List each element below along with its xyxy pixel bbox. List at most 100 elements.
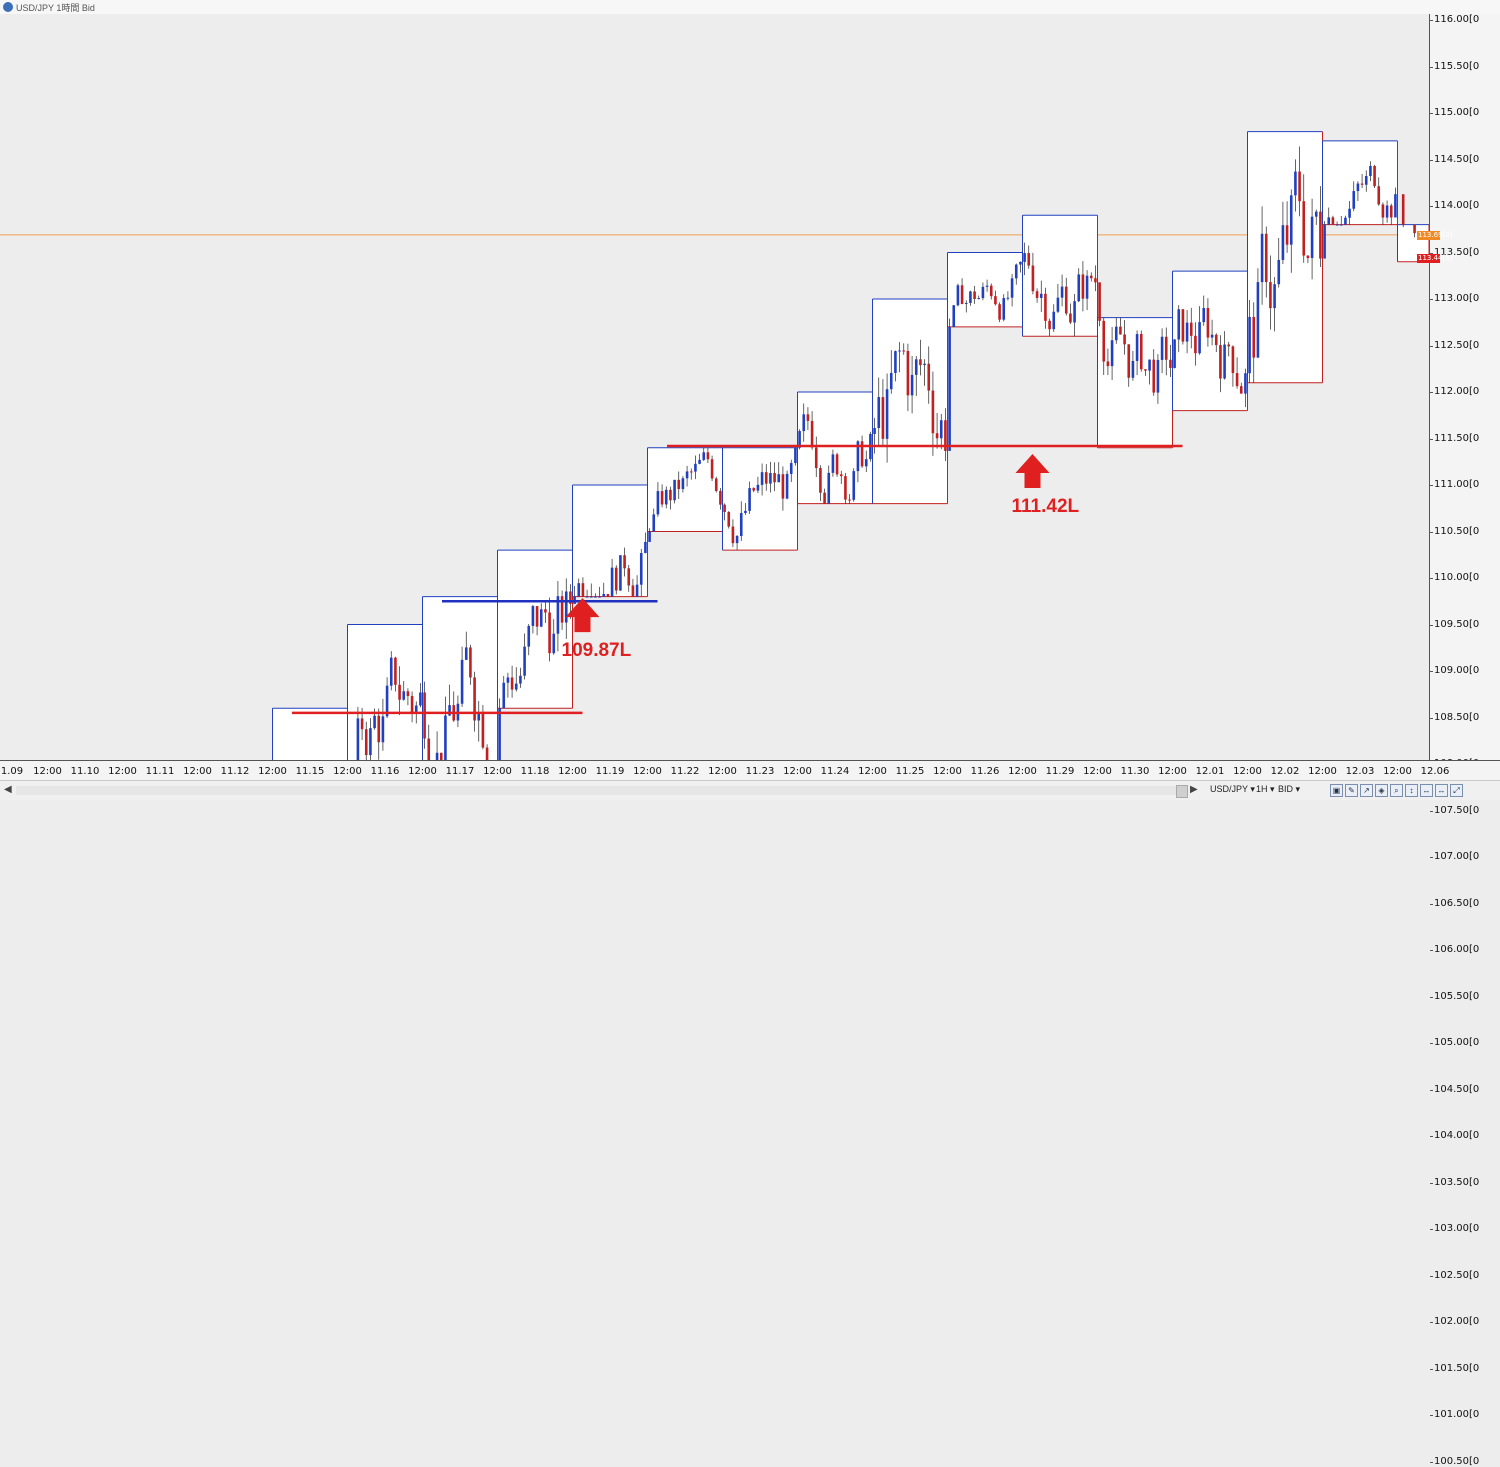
candle-body — [1364, 176, 1368, 185]
chart-plot-area[interactable] — [0, 14, 1429, 760]
annotation-label: 109.87L — [561, 640, 632, 662]
candle-body — [1173, 339, 1176, 368]
candle-body — [619, 555, 622, 591]
candle-body — [1081, 274, 1085, 299]
candle-body — [885, 389, 889, 439]
candle-body — [831, 454, 835, 473]
indicator-icon[interactable]: ◈ — [1375, 784, 1388, 797]
candle-body — [810, 420, 814, 448]
symbol-select[interactable]: USD/JPY ▾ — [1210, 784, 1255, 794]
price-type-select[interactable]: BID ▾ — [1278, 784, 1301, 794]
time-tick-label: 12.06 — [1420, 766, 1450, 777]
candle-body — [756, 484, 760, 491]
time-tick-label: 12:00 — [783, 766, 812, 777]
candle-body — [1114, 326, 1118, 341]
day-range-box — [422, 596, 498, 760]
price-tick-mark — [1430, 1275, 1433, 1277]
candle-body — [510, 677, 514, 690]
horizontal-scale-2-icon[interactable]: ↔ — [1435, 784, 1448, 797]
candle-body — [1148, 359, 1151, 371]
candle-body — [1348, 208, 1351, 218]
candle-body — [1294, 171, 1297, 196]
price-tick-mark — [1430, 1089, 1433, 1091]
candle-body — [656, 491, 660, 515]
time-axis[interactable]: 1.09 12:00 11.10 12:00 11.11 12:00 11.12 12:00 1… — [0, 760, 1500, 781]
price-tick-label: 102.00[0 — [1434, 1316, 1480, 1327]
time-tick-label: 12:00 — [108, 766, 137, 777]
scroll-right-button[interactable]: ▶ — [1190, 784, 1198, 795]
candle-body — [794, 447, 797, 464]
candle-body — [477, 712, 481, 721]
candlestick-chart[interactable] — [0, 14, 1429, 760]
candle-body — [1006, 297, 1010, 299]
time-tick-label: 11.22 — [670, 766, 700, 777]
candle-body — [802, 414, 806, 432]
candle-body — [1194, 335, 1197, 354]
scroll-left-button[interactable]: ◀ — [4, 784, 12, 795]
candle-body — [1401, 194, 1405, 225]
candle-body — [898, 350, 901, 352]
candle-body — [685, 471, 689, 479]
time-tick-label: 12:00 — [1383, 766, 1412, 777]
day-range-box — [1022, 215, 1098, 337]
candle-body — [1298, 171, 1301, 202]
candle-body — [1269, 282, 1272, 309]
candle-body — [473, 677, 476, 721]
candle-body — [998, 304, 1001, 320]
vertical-scale-icon[interactable]: ↕ — [1405, 784, 1418, 797]
price-tick-label: 114.50[0 — [1434, 153, 1480, 165]
candle-body — [1119, 326, 1122, 335]
candle-body — [1394, 194, 1397, 218]
chart-window-icon[interactable]: ▣ — [1330, 784, 1343, 797]
price-tick-mark — [1430, 810, 1433, 812]
candle-body — [1198, 322, 1201, 354]
title-bar: USD/JPY 1時間 Bid — [0, 0, 1500, 15]
candle-body — [614, 567, 618, 591]
price-tick-mark — [1430, 299, 1433, 300]
candle-body — [1089, 275, 1093, 279]
window-title: USD/JPY 1時間 Bid — [16, 3, 95, 13]
candle-body — [1177, 309, 1181, 340]
price-tick-label: 112.00[0 — [1434, 386, 1480, 397]
candle-body — [377, 715, 381, 743]
candle-body — [1023, 253, 1026, 262]
candle-body — [839, 474, 843, 477]
candle-body — [777, 474, 781, 483]
candle-body — [577, 583, 581, 597]
draw-pen-icon[interactable]: ✎ — [1345, 784, 1358, 797]
candle-body — [410, 696, 414, 713]
candle-body — [706, 452, 710, 460]
candle-body — [689, 471, 693, 473]
horizontal-scale-icon[interactable]: ↔ — [1420, 784, 1433, 797]
time-tick-label: 11.23 — [745, 766, 775, 777]
price-tick-mark — [1430, 531, 1433, 533]
candle-body — [406, 691, 410, 697]
candle-body — [1323, 224, 1326, 259]
trendline-icon[interactable]: ↗ — [1360, 784, 1373, 797]
horizontal-scrollbar[interactable] — [16, 786, 1176, 795]
candle-body — [1077, 274, 1081, 302]
candle-body — [931, 390, 935, 434]
price-tick-label: 110.00[0 — [1434, 572, 1480, 583]
candle-body — [1227, 344, 1231, 347]
candle-body — [1252, 316, 1256, 358]
fit-icon[interactable]: ⤢ — [1450, 784, 1463, 797]
price-tick-label: 103.00[0 — [1434, 1223, 1480, 1234]
day-range-box — [647, 447, 723, 532]
candle-body — [914, 359, 918, 375]
time-tick-label: 11.10 — [70, 766, 100, 777]
candle-body — [748, 488, 751, 511]
price-tag: 113.44[6] — [1417, 254, 1453, 264]
zoom-icon[interactable]: ⌕ — [1390, 784, 1403, 797]
candle-body — [435, 752, 439, 760]
timeframe-select[interactable]: 1H ▾ — [1256, 784, 1275, 794]
candle-body — [739, 513, 743, 536]
candle-body — [1223, 344, 1226, 379]
candle-body — [1281, 225, 1285, 260]
price-axis[interactable]: 116.00[0 115.50[0 115.00[0 114.50[0 114.00[0… — [1429, 14, 1500, 1467]
price-tick-label: 113.50[0 — [1434, 246, 1480, 258]
scrollbar-thumb[interactable] — [1176, 785, 1188, 798]
candle-body — [989, 285, 993, 297]
candle-body — [1169, 359, 1172, 368]
price-tick-mark — [1430, 1461, 1433, 1463]
